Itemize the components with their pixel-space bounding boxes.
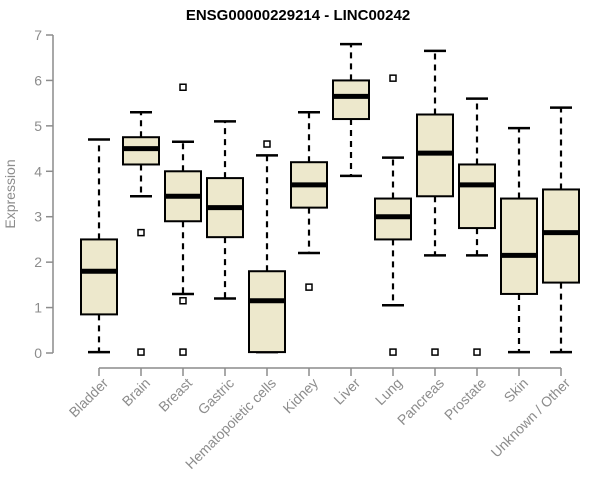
outlier-point bbox=[137, 228, 145, 237]
outlier-point bbox=[179, 297, 187, 305]
iqr-box bbox=[500, 197, 538, 295]
outlier-point bbox=[179, 83, 187, 91]
outlier-point bbox=[473, 348, 481, 356]
boxplots bbox=[80, 42, 580, 356]
boxplot-skin bbox=[500, 126, 538, 354]
x-tick-label: Bladder bbox=[66, 375, 112, 421]
iqr-box bbox=[80, 238, 118, 316]
outlier-point bbox=[389, 348, 397, 356]
y-tick-label: 6 bbox=[34, 72, 42, 88]
x-tick-label: Pancreas bbox=[394, 375, 447, 428]
y-tick-label: 4 bbox=[34, 163, 42, 179]
x-tick-label: Brain bbox=[119, 375, 153, 409]
chart-title: ENSG00000229214 - LINC00242 bbox=[186, 7, 410, 24]
boxplot-gastric bbox=[206, 120, 244, 300]
x-tick-label: Skin bbox=[501, 375, 532, 406]
outlier-point bbox=[179, 348, 187, 356]
y-tick-label: 7 bbox=[34, 27, 42, 43]
y-tick-label: 5 bbox=[34, 118, 42, 134]
iqr-box bbox=[542, 188, 580, 284]
boxplot-hematopoietic-cells bbox=[248, 140, 286, 354]
outlier-point bbox=[305, 283, 313, 291]
boxplot-liver bbox=[332, 42, 370, 178]
x-tick-label: Lung bbox=[372, 375, 405, 408]
outlier-point bbox=[431, 348, 439, 356]
iqr-box bbox=[332, 79, 370, 121]
y-axis-label: Expression bbox=[2, 159, 18, 228]
boxplot-bladder bbox=[80, 138, 118, 354]
boxplot-prostate bbox=[458, 97, 496, 356]
y-tick-label: 2 bbox=[34, 254, 42, 270]
boxplot-lung bbox=[374, 74, 412, 356]
outlier-point bbox=[137, 348, 145, 356]
boxplot-pancreas bbox=[416, 49, 454, 356]
x-tick-label: Liver bbox=[330, 375, 363, 408]
x-tick-label: Unknown / Other bbox=[488, 375, 574, 461]
x-tick-label: Breast bbox=[155, 375, 195, 415]
iqr-box bbox=[248, 270, 286, 354]
x-tick-label: Prostate bbox=[441, 375, 489, 423]
outlier-point bbox=[389, 74, 397, 82]
y-tick-label: 3 bbox=[34, 209, 42, 225]
y-tick-label: 1 bbox=[34, 300, 42, 316]
boxplot-brain bbox=[122, 110, 160, 356]
boxplot-kidney bbox=[290, 110, 328, 291]
x-tick-label: Kidney bbox=[280, 375, 322, 417]
outlier-point bbox=[263, 140, 271, 148]
iqr-box bbox=[458, 163, 496, 230]
boxplot-unknown-other bbox=[542, 106, 580, 354]
boxplot-breast bbox=[164, 83, 202, 356]
y-tick-label: 0 bbox=[34, 345, 42, 361]
